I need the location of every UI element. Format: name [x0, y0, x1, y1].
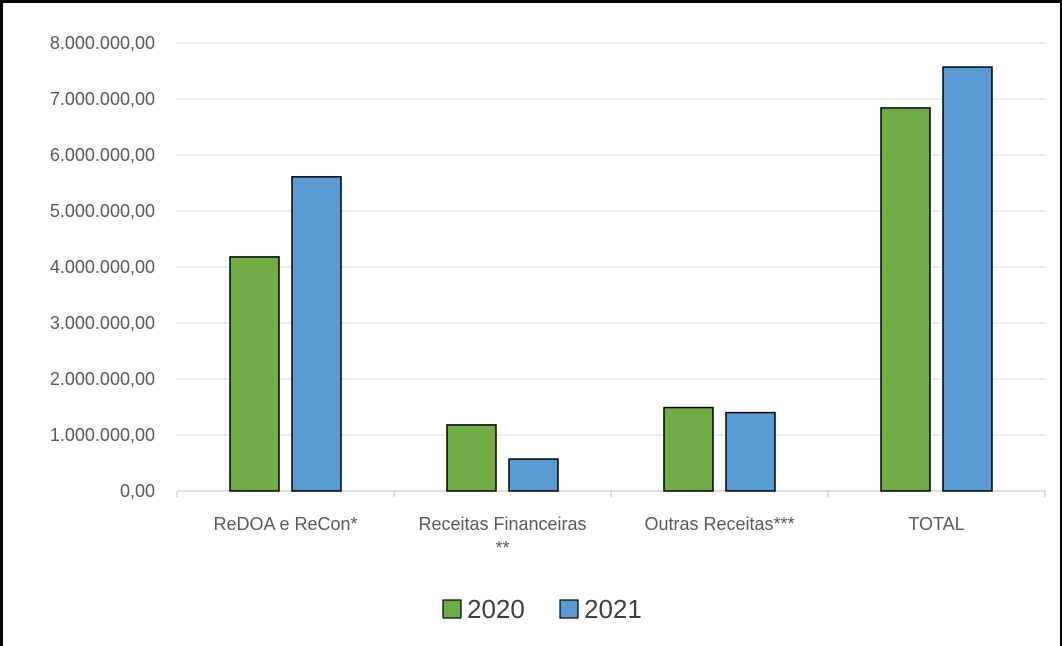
- y-tick-label: 6.000.000,00: [50, 145, 155, 165]
- y-tick-label: 7.000.000,00: [50, 89, 155, 109]
- y-tick-label: 0,00: [120, 481, 155, 501]
- bars: [229, 66, 993, 492]
- y-tick-label: 2.000.000,00: [50, 369, 155, 389]
- legend-swatch-2021: [559, 599, 579, 619]
- y-axis: 0,00 1.000.000,00 2.000.000,00 3.000.000,00…: [50, 33, 155, 501]
- y-tick-label: 3.000.000,00: [50, 313, 155, 333]
- bar-2020: [446, 424, 497, 492]
- y-tick-label: 5.000.000,00: [50, 201, 155, 221]
- x-tick-label: **: [495, 538, 509, 558]
- x-tick-label: Outras Receitas***: [644, 514, 794, 534]
- legend-label-2020: 2020: [467, 594, 525, 624]
- legend-swatch-2020: [442, 599, 462, 619]
- y-tick-label: 4.000.000,00: [50, 257, 155, 277]
- bar-2021: [291, 176, 342, 492]
- bar-2020: [229, 256, 280, 492]
- x-axis: ReDOA e ReCon* Receitas Financeiras ** Outr…: [176, 490, 1046, 558]
- legend-label-2021: 2021: [584, 594, 642, 624]
- bar-2021: [942, 66, 993, 492]
- bar-2021: [508, 458, 559, 492]
- x-tick-label: TOTAL: [908, 514, 964, 534]
- bar-2020: [663, 406, 714, 492]
- x-tick-label: Receitas Financeiras: [418, 514, 586, 534]
- y-tick-label: 8.000.000,00: [50, 33, 155, 53]
- y-tick-label: 1.000.000,00: [50, 425, 155, 445]
- bar-2020: [880, 107, 931, 492]
- x-tick-label: ReDOA e ReCon*: [213, 514, 357, 534]
- bar-2021: [725, 411, 776, 492]
- legend: 2020 2021: [442, 594, 642, 624]
